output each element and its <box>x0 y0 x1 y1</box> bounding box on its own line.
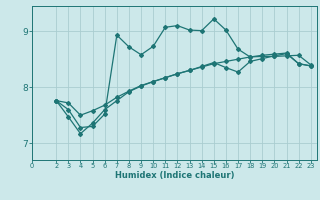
X-axis label: Humidex (Indice chaleur): Humidex (Indice chaleur) <box>115 171 234 180</box>
